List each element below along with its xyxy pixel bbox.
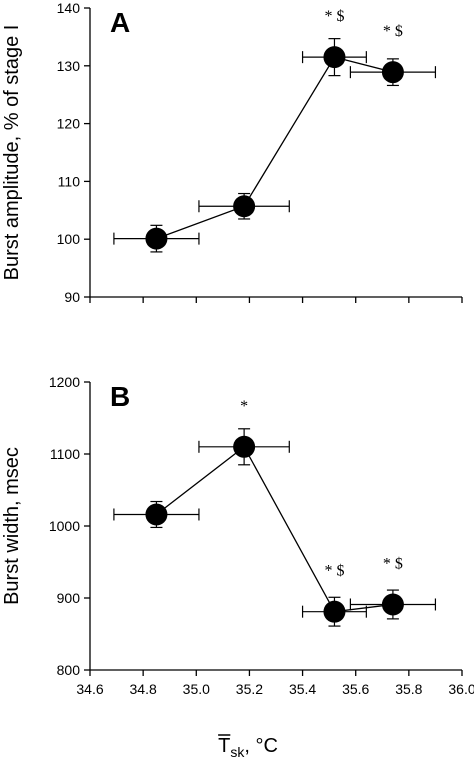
- significance-annotation: *: [240, 398, 248, 415]
- series-line: [156, 56, 394, 240]
- y-tick-label: 1100: [50, 446, 80, 462]
- data-point: [145, 227, 168, 250]
- data-point: [233, 435, 256, 458]
- y-tick-label: 1000: [49, 518, 80, 534]
- y-tick-label: 900: [57, 590, 81, 606]
- significance-annotation: * $: [324, 8, 344, 25]
- x-tick-label: 35.6: [342, 681, 369, 697]
- x-tick-label: 35.2: [236, 681, 263, 697]
- y-tick-label: 800: [57, 662, 81, 678]
- y-tick-label: 120: [57, 116, 81, 132]
- series-line: [156, 445, 393, 613]
- x-tick-label: 34.6: [76, 681, 103, 697]
- panel-label: B: [110, 381, 130, 412]
- y-tick-label: 130: [57, 58, 81, 74]
- x-axis-title-main: T: [218, 735, 230, 757]
- chart-panel-b: 800 900 1000 1100 1200 34.6 34.8 35.0 35.2 35.4 35…: [1, 374, 474, 760]
- significance-annotation: * $: [383, 555, 403, 572]
- y-tick-label: 90: [64, 289, 80, 305]
- data-point: [381, 61, 404, 84]
- y-tick-label: 100: [57, 231, 81, 247]
- chart-panel-a: 90 100 110 120 130 140 Burst amplitude, % of s…: [1, 0, 463, 305]
- y-axis-title: Burst amplitude, % of stage I: [1, 25, 23, 281]
- data-point: [381, 593, 404, 616]
- x-tick-label: 34.8: [130, 681, 157, 697]
- data-point: [323, 46, 346, 69]
- significance-annotation: * $: [383, 23, 403, 40]
- y-tick-label: 1200: [49, 374, 80, 390]
- y-axis-title: Burst width, msec: [1, 447, 23, 605]
- data-point: [145, 503, 168, 526]
- x-axis-title: Tsk, °C: [218, 735, 278, 760]
- panel-label: A: [110, 7, 130, 38]
- x-axis-title-subscript: sk: [230, 744, 245, 760]
- x-tick-label: 35.0: [183, 681, 210, 697]
- data-point: [233, 195, 256, 218]
- x-tick-label: 35.4: [289, 681, 316, 697]
- x-tick-label: 35.8: [395, 681, 422, 697]
- y-tick-label: 110: [58, 173, 81, 189]
- significance-annotation: * $: [324, 563, 344, 580]
- data-point: [323, 600, 346, 623]
- y-tick-label: 140: [57, 0, 81, 16]
- x-tick-label: 36.0: [448, 681, 474, 697]
- x-axis-title-unit: , °C: [244, 735, 278, 757]
